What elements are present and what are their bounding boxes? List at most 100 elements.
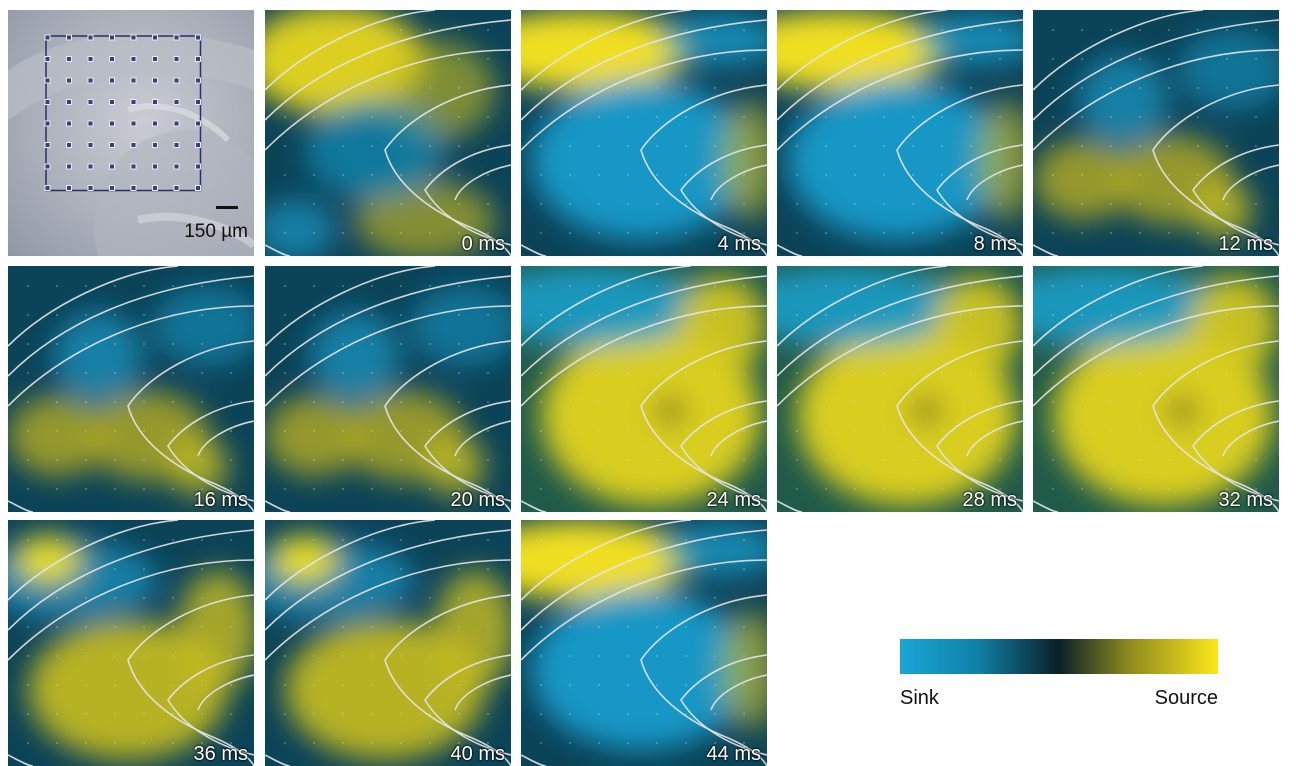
electrode-dot — [313, 29, 315, 31]
electrode-dot — [569, 145, 571, 147]
electrode-dot — [1110, 145, 1112, 147]
electrode-dot — [114, 568, 116, 570]
csd-frame: 36 ms — [8, 520, 254, 766]
electrode-dot — [743, 488, 745, 490]
electrode-dot — [342, 539, 344, 541]
electrode-dot — [714, 684, 716, 686]
electrode-dot — [912, 372, 914, 374]
electrode-dot — [1226, 232, 1228, 234]
electrode — [109, 34, 115, 41]
electrode-dot — [458, 116, 460, 118]
electrode-dot — [685, 597, 687, 599]
electrode-dot — [1197, 314, 1199, 316]
electrode-dot — [458, 343, 460, 345]
anatomical-contour — [454, 420, 511, 457]
electrode-dot — [970, 174, 972, 176]
electrode-dot — [569, 539, 571, 541]
electrode-dot — [85, 372, 87, 374]
electrode-dot — [970, 488, 972, 490]
electrode-dot — [1197, 285, 1199, 287]
electrode — [130, 185, 137, 191]
electrode — [173, 142, 180, 148]
csd-frame: 28 ms — [777, 266, 1023, 512]
electrode-dot — [1226, 430, 1228, 432]
electrode-dot — [201, 655, 203, 657]
electrode-dot — [143, 539, 145, 541]
electrode — [130, 120, 137, 127]
electrode-dot — [458, 145, 460, 147]
electrode-dot — [656, 742, 658, 744]
electrode-dot — [313, 626, 315, 628]
electrode-dot — [941, 430, 943, 432]
anatomical-contour — [8, 520, 179, 601]
electrode-dot — [970, 145, 972, 147]
electrode-dot — [569, 314, 571, 316]
electrode-dot — [685, 539, 687, 541]
electrode-dot — [342, 713, 344, 715]
electrode-dot — [656, 655, 658, 657]
electrode — [195, 34, 201, 41]
electrode-dot — [569, 58, 571, 60]
electrode-dot — [1139, 314, 1141, 316]
electrode-dot — [1168, 285, 1170, 287]
anatomical-contour — [777, 10, 948, 91]
electrode-dot — [714, 430, 716, 432]
electrode-dot — [371, 626, 373, 628]
electrode-dot — [540, 401, 542, 403]
electrode-dot — [970, 401, 972, 403]
electrode-dot — [854, 29, 856, 31]
electrode — [87, 34, 94, 41]
electrode-dot — [656, 459, 658, 461]
electrode-dot — [1110, 116, 1112, 118]
electrode-dot — [143, 488, 145, 490]
electrode-dot — [487, 488, 489, 490]
anatomical-contour — [1033, 49, 1279, 151]
electrode-dot — [1139, 372, 1141, 374]
electrode — [195, 120, 201, 127]
anatomical-contour — [521, 520, 692, 601]
electrode — [44, 77, 51, 84]
csd-map — [8, 266, 254, 512]
electrode-dot — [1197, 87, 1199, 89]
electrode-dot — [627, 87, 629, 89]
electrode-dot — [1226, 488, 1228, 490]
electrode-dot — [1255, 203, 1257, 205]
electrode-dot — [854, 285, 856, 287]
electrode-dot — [685, 29, 687, 31]
electrode — [87, 142, 94, 148]
electrode-dot — [230, 568, 232, 570]
electrode-dot — [825, 87, 827, 89]
electrode-dot — [1052, 58, 1054, 60]
electrode-dot — [1226, 203, 1228, 205]
electrode-dot — [371, 145, 373, 147]
electrode-dot — [429, 742, 431, 744]
electrode-dot — [1255, 285, 1257, 287]
electrode-dot — [883, 285, 885, 287]
electrode-dot — [714, 285, 716, 287]
electrode — [152, 99, 158, 105]
electrode-dot — [143, 597, 145, 599]
electrode-dot — [1168, 372, 1170, 374]
electrode — [44, 163, 51, 170]
electrode-dot — [487, 626, 489, 628]
electrode-dot — [912, 488, 914, 490]
electrode-dot — [714, 116, 716, 118]
electrode-dot — [1168, 459, 1170, 461]
electrode-dot — [714, 343, 716, 345]
electrode-dot — [569, 597, 571, 599]
anatomical-contour — [1033, 266, 1204, 347]
electrode-dot — [970, 285, 972, 287]
electrode-dot — [1052, 343, 1054, 345]
electrode-dot — [342, 174, 344, 176]
csd-blob — [777, 266, 967, 346]
electrode-dot — [371, 488, 373, 490]
electrode-dot — [313, 684, 315, 686]
electrode-dot — [201, 430, 203, 432]
electrode-dot — [1052, 314, 1054, 316]
electrode-dot — [487, 459, 489, 461]
electrode-dot — [1197, 459, 1199, 461]
electrode-dot — [540, 29, 542, 31]
electrode-dot — [627, 343, 629, 345]
electrode — [152, 163, 158, 170]
electrode-dot — [342, 203, 344, 205]
